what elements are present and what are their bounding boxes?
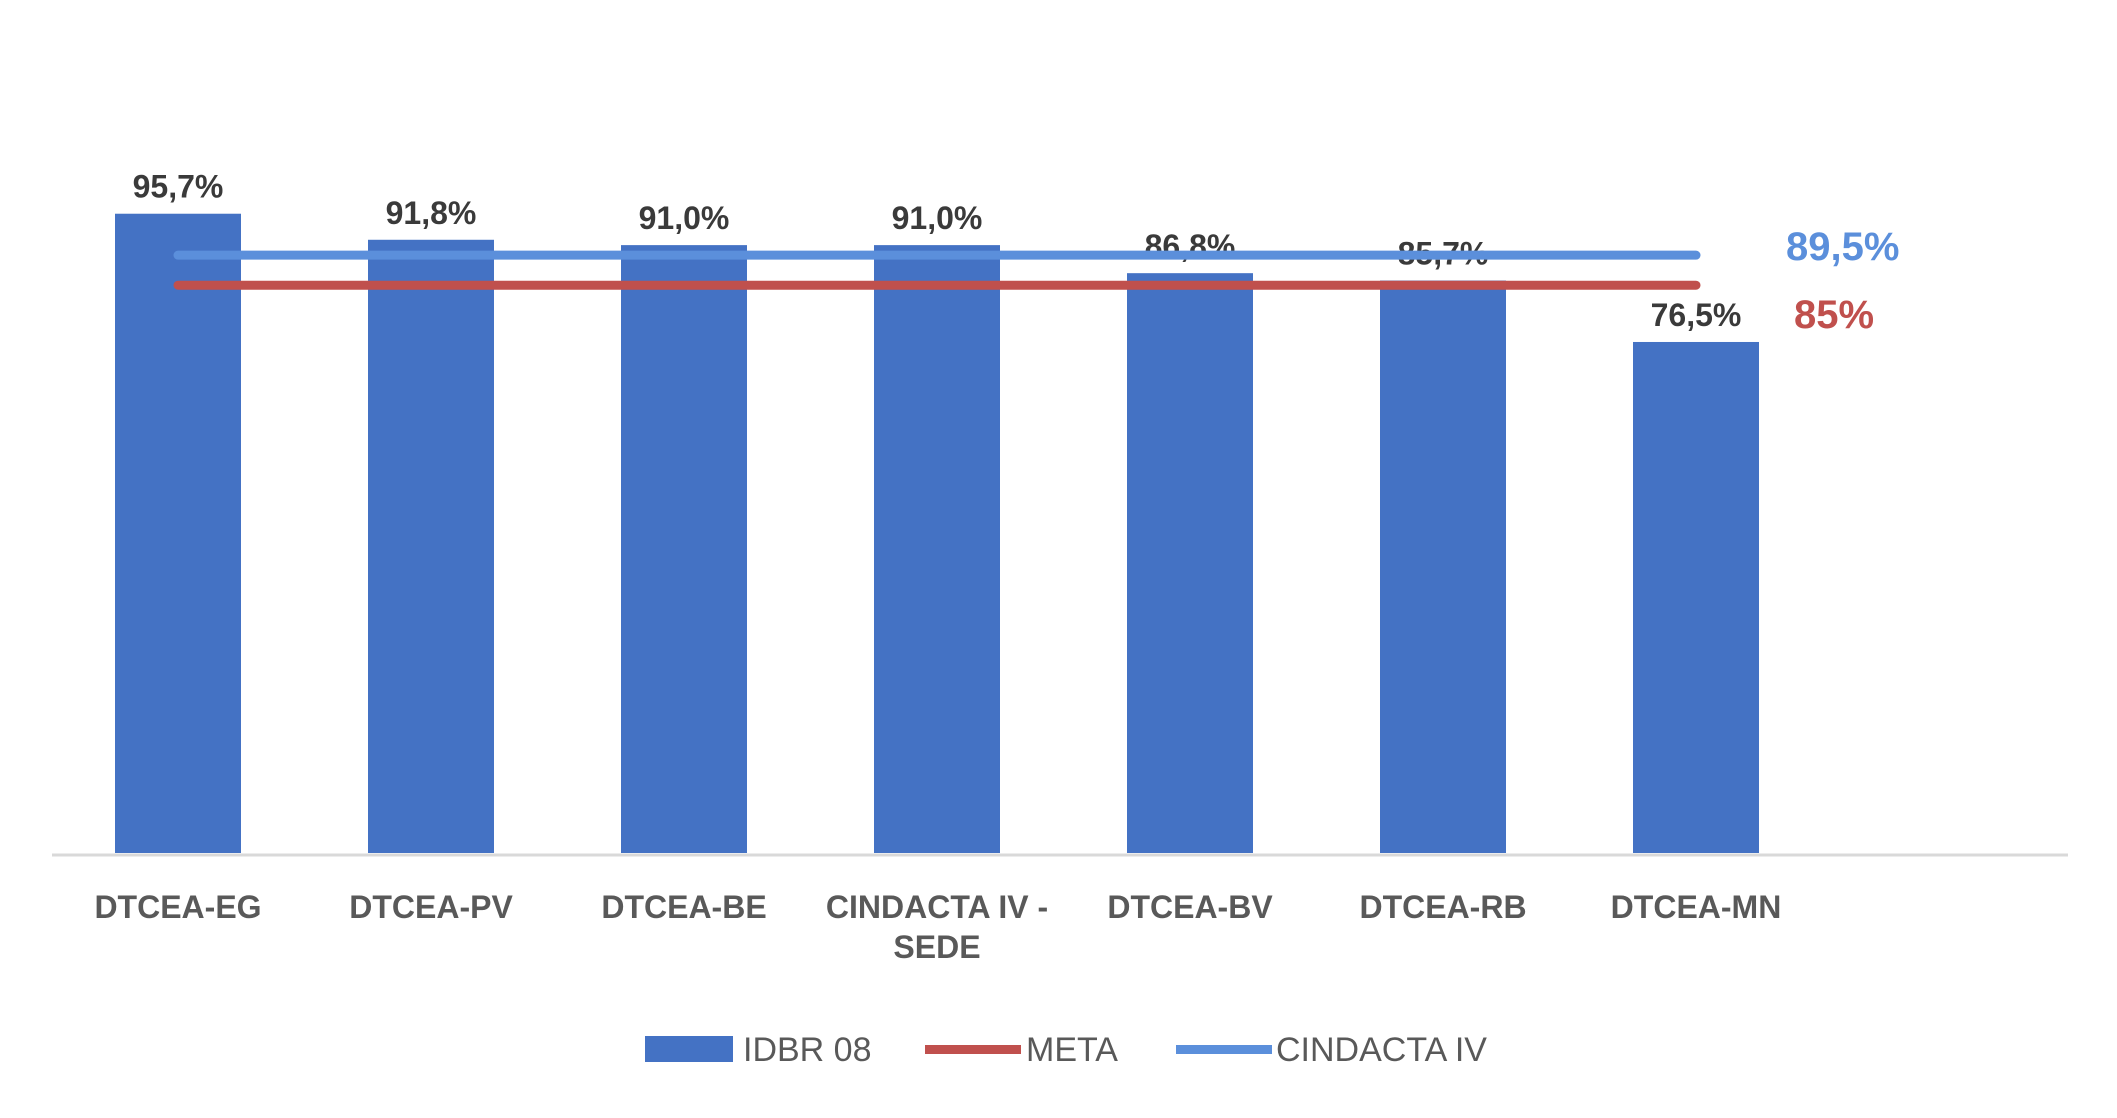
legend-label-meta: META xyxy=(1026,1031,1118,1069)
category-label-dtcea-mn: DTCEA-MN xyxy=(1611,889,1782,925)
category-label-dtcea-pv: DTCEA-PV xyxy=(349,889,513,925)
category-label-dtcea-eg: DTCEA-EG xyxy=(94,889,261,925)
bars-group xyxy=(115,213,1759,853)
category-label-dtcea-bv: DTCEA-BV xyxy=(1107,889,1273,925)
bar-value-label-dtcea-mn: 76,5% xyxy=(1651,297,1742,333)
bar-value-label-dtcea-pv: 91,8% xyxy=(386,195,477,231)
bar-value-label-cindacta-iv-sede: 91,0% xyxy=(892,200,983,236)
reference-lines: 85% 89,5% xyxy=(173,225,1899,337)
meta-value-label: 85% xyxy=(1794,293,1874,337)
bar-value-label-dtcea-eg: 95,7% xyxy=(133,169,224,205)
bar-dtcea-eg xyxy=(115,213,241,853)
legend-label-cindacta-iv: CINDACTA IV xyxy=(1276,1031,1487,1069)
category-label-dtcea-be: DTCEA-BE xyxy=(601,889,766,925)
bar-dtcea-pv xyxy=(368,239,494,853)
legend: IDBR 08 META CINDACTA IV xyxy=(645,1031,1487,1069)
category-label-cindacta-iv-sede: CINDACTA IV -SEDE xyxy=(826,889,1048,965)
cindacta-iv-value-label: 89,5% xyxy=(1786,225,1899,269)
legend-label-idbr08: IDBR 08 xyxy=(743,1031,872,1069)
category-label-dtcea-rb: DTCEA-RB xyxy=(1359,889,1526,925)
legend-swatch-meta xyxy=(925,1045,1021,1054)
bar-value-label-dtcea-be: 91,0% xyxy=(639,200,730,236)
bar-dtcea-be xyxy=(621,245,747,853)
bar-dtcea-rb xyxy=(1380,280,1506,853)
legend-swatch-idbr08 xyxy=(645,1036,733,1062)
bar-dtcea-mn xyxy=(1633,341,1759,853)
legend-swatch-cindacta-iv xyxy=(1176,1045,1272,1054)
bar-cindacta-iv-sede xyxy=(874,245,1000,853)
category-labels: DTCEA-EG DTCEA-PV DTCEA-BE CINDACTA IV -SED… xyxy=(94,889,1781,965)
bar-dtcea-bv xyxy=(1127,273,1253,853)
